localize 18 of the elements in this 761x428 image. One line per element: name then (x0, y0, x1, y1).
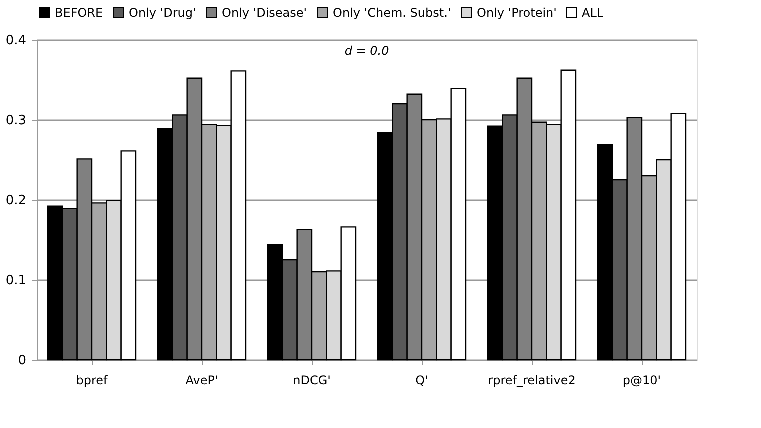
x-tick-label: nDCG' (293, 374, 331, 388)
x-tick-label: Q' (416, 374, 428, 388)
x-tick-label: bpref (76, 374, 109, 388)
legend-label: Only 'Chem. Subst.' (333, 6, 452, 20)
legend-label: Only 'Drug' (129, 6, 196, 20)
x-tick-label: rpref_relative2 (488, 374, 576, 388)
legend-label: BEFORE (55, 6, 104, 20)
y-tick-label: 0.4 (6, 34, 26, 48)
legend-label: Only 'Disease' (222, 6, 308, 20)
annotation: d = 0.0 (344, 44, 390, 58)
x-tick-label: AveP' (186, 374, 218, 388)
legend-label: ALL (582, 6, 604, 20)
y-tick-label: 0 (18, 354, 26, 368)
legend-label: Only 'Protein' (477, 6, 557, 20)
y-tick-label: 0.1 (6, 274, 26, 288)
y-tick-label: 0.2 (6, 194, 26, 208)
y-tick-label: 0.3 (6, 114, 26, 128)
x-tick-label: p@10' (622, 374, 662, 388)
